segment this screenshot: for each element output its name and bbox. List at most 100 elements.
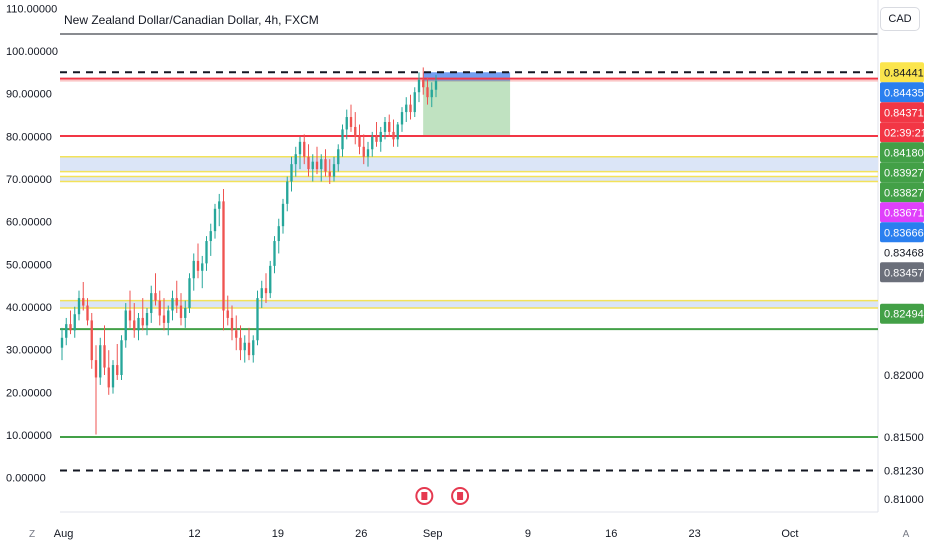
candle-body — [349, 117, 353, 127]
candle-body — [264, 288, 268, 294]
currency-button[interactable]: CAD — [880, 7, 920, 31]
candle-body — [196, 260, 200, 271]
price-axis-label: 0.84180 — [884, 147, 924, 159]
price-axis-label-bg — [880, 202, 924, 223]
candle-body — [426, 87, 429, 98]
price-axis-label-bg — [880, 122, 924, 143]
price-axis-label-bg — [880, 82, 924, 103]
price-axis-label: 0.81500 — [884, 432, 924, 444]
candle-body — [358, 136, 361, 147]
countdown-label: 02:39:21 — [884, 127, 927, 139]
candle-body — [90, 320, 93, 361]
candle-body — [366, 149, 370, 157]
candle-body — [116, 365, 119, 375]
candle-body — [375, 136, 378, 142]
candle-body — [273, 241, 276, 266]
candle-body — [337, 149, 340, 165]
candle-body — [69, 324, 72, 331]
price-axis-label-bg — [880, 303, 924, 324]
price-axis-label-bg — [880, 62, 924, 83]
time-axis-tick: 16 — [605, 528, 617, 540]
candles-layer — [60, 67, 438, 435]
left-axis-tick: 0.00000 — [6, 473, 46, 485]
event-flag-center — [421, 492, 428, 500]
zoom-reset-button[interactable]: Z — [28, 528, 36, 540]
left-axis: 110.00000 100.00000 90.00000 80.00000 70.000… — [6, 3, 58, 484]
candle-body — [141, 317, 144, 326]
price-axis-label: 0.82000 — [884, 370, 924, 382]
take-profit-area — [423, 80, 511, 137]
candle-body — [252, 340, 255, 356]
candle-body — [235, 330, 238, 338]
price-axis-label: 0.83468 — [884, 247, 924, 259]
candle-body — [417, 79, 421, 93]
price-axis-label: 0.83927 — [884, 167, 924, 179]
time-axis-tick: 12 — [188, 528, 200, 540]
candle-body — [422, 79, 425, 88]
candle-body — [188, 278, 191, 309]
stop-loss-area — [423, 72, 511, 81]
candle-body — [73, 314, 76, 331]
left-axis-tick: 70.00000 — [6, 174, 52, 186]
candle-body — [290, 164, 293, 182]
candle-body — [120, 340, 123, 375]
position-tool[interactable] — [423, 72, 511, 137]
candle-body — [413, 92, 416, 113]
candle-body — [256, 298, 259, 341]
support-zone — [60, 176, 878, 182]
price-axis-label-bg — [880, 182, 924, 203]
support-zone — [60, 156, 878, 172]
time-axis-tick: 19 — [272, 528, 284, 540]
price-axis-label-bg — [880, 262, 924, 283]
candle-body — [243, 342, 246, 351]
left-axis-tick: 40.00000 — [6, 302, 52, 314]
price-axis-label: 0.84441 — [884, 67, 924, 79]
time-axis-tick: 9 — [525, 528, 531, 540]
candle-body — [124, 310, 127, 341]
candle-body — [281, 203, 285, 227]
price-axis-label: 0.83666 — [884, 227, 924, 239]
events-layer[interactable] — [415, 487, 470, 505]
candle-body — [145, 312, 149, 326]
price-axis-label-bg — [880, 222, 924, 243]
candle-body — [167, 310, 170, 323]
time-axis[interactable]: Aug 12 19 26 Sep 9 16 23 Oct — [54, 528, 799, 540]
time-axis-tick: 26 — [355, 528, 367, 540]
time-axis-tick: Sep — [423, 528, 443, 540]
price-axis[interactable]: 0.84441 0.84435 0.84371 02:39:21 0.84180 0.83… — [880, 62, 927, 506]
candle-body — [60, 337, 64, 348]
candle-body — [434, 81, 438, 90]
candle-body — [111, 365, 115, 388]
price-axis-label: 0.82494 — [884, 309, 924, 321]
candle-body — [230, 317, 234, 331]
candle-body — [213, 208, 217, 232]
candle-body — [86, 305, 89, 321]
candle-body — [430, 89, 433, 98]
candle-body — [324, 159, 327, 172]
price-axis-label: 0.83457 — [884, 267, 924, 279]
candle-body — [315, 161, 319, 170]
price-axis-label: 0.84435 — [884, 87, 924, 99]
candle-body — [162, 315, 166, 323]
candle-body — [298, 141, 302, 155]
support-zone — [60, 300, 878, 309]
price-axis-label: 0.83827 — [884, 187, 924, 199]
candle-body — [158, 300, 161, 316]
time-axis-tick: Aug — [54, 528, 74, 540]
zone-layer — [60, 155, 878, 309]
candle-body — [396, 124, 399, 140]
candle-body — [354, 126, 357, 137]
candle-body — [82, 298, 85, 306]
auto-scale-button[interactable]: A — [902, 528, 910, 540]
price-axis-label-bg — [880, 102, 924, 123]
horizontal-lines-layer[interactable] — [60, 71, 878, 472]
candle-body — [239, 337, 242, 351]
candle-body — [205, 241, 208, 264]
candle-body — [247, 342, 251, 356]
candle-body — [150, 293, 153, 313]
price-axis-label: 0.81230 — [884, 465, 924, 477]
candle-body — [400, 112, 404, 125]
price-axis-label: 0.83671 — [884, 207, 924, 219]
left-axis-tick: 30.00000 — [6, 345, 52, 357]
